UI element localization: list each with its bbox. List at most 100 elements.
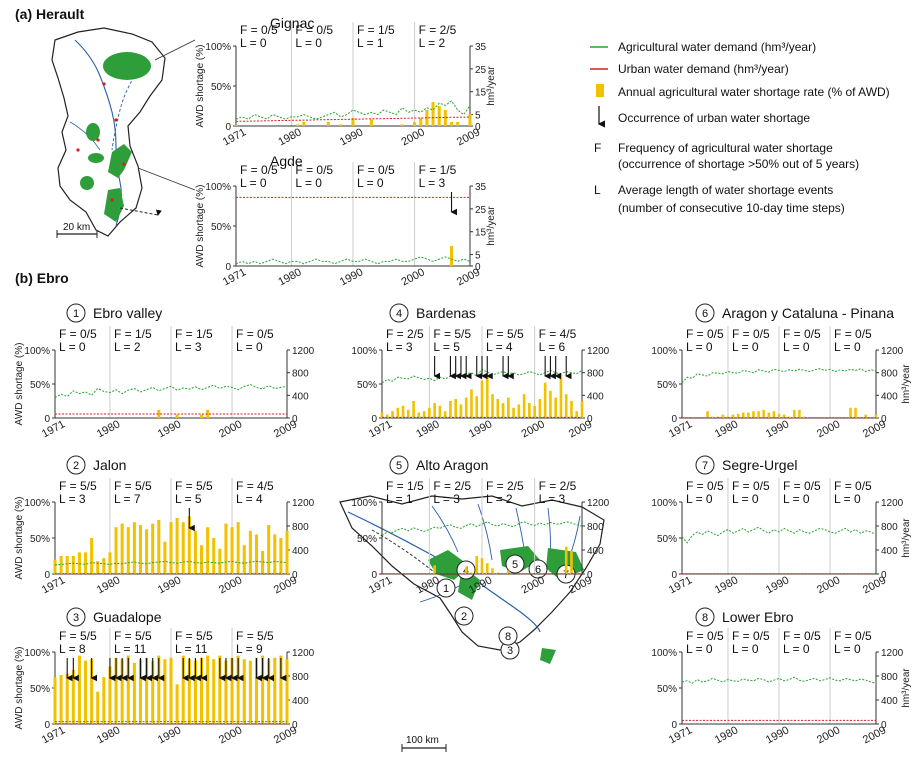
agri-demand-line xyxy=(235,256,471,265)
shortage-bar xyxy=(114,527,118,574)
shortage-bar xyxy=(236,522,240,574)
shortage-bar xyxy=(65,556,69,574)
map-zone-number: 8 xyxy=(505,631,511,643)
x-tick-label: 1990 xyxy=(764,574,791,596)
chart-number-badge xyxy=(389,455,409,475)
period-length: L = 0 xyxy=(686,340,713,354)
shortage-bar xyxy=(564,394,568,418)
shortage-bar xyxy=(417,412,421,418)
period-frequency: F = 4/5 xyxy=(236,479,274,493)
y2-axis-label: hm³/year xyxy=(901,668,912,708)
shortage-bar xyxy=(339,124,343,126)
shortage-bar xyxy=(485,375,489,418)
period-frequency: F = 2/5 xyxy=(539,479,577,493)
shortage-bar xyxy=(570,550,573,574)
period-frequency: F = 0/5 xyxy=(357,163,395,177)
period-frequency: F = 0/5 xyxy=(686,629,724,643)
shortage-bar xyxy=(151,660,155,724)
period-length: L = 1 xyxy=(357,36,384,50)
y2-tick-label: 400 xyxy=(292,546,309,557)
shortage-bar xyxy=(787,416,791,418)
shortage-bar xyxy=(449,246,454,266)
y2-tick-label: 35 xyxy=(475,42,487,53)
shortage-bar xyxy=(538,398,542,418)
period-length: L = 0 xyxy=(783,642,810,656)
shortage-bar xyxy=(431,102,435,126)
shortage-bar xyxy=(380,412,384,418)
shortage-bar xyxy=(206,409,210,418)
shortage-bar xyxy=(254,534,258,574)
shortage-bar xyxy=(285,530,289,574)
shortage-bar xyxy=(59,675,63,724)
y2-tick-label: 800 xyxy=(587,369,604,380)
agri-demand-line xyxy=(381,521,583,537)
y-tick-label: 50% xyxy=(30,684,50,695)
period-frequency: F = 1/5 xyxy=(175,327,213,341)
shortage-bar xyxy=(757,411,760,418)
x-tick-label: 1990 xyxy=(764,418,791,440)
shortage-bar xyxy=(491,394,494,418)
y2-tick-label: 25 xyxy=(475,65,487,76)
chart-number-badge xyxy=(66,455,86,475)
shortage-bar xyxy=(296,124,300,126)
period-length: L = 1 xyxy=(386,492,413,506)
y2-tick-label: 800 xyxy=(881,369,898,380)
shortage-bar xyxy=(559,373,563,418)
shortage-bar xyxy=(90,659,94,724)
period-length: L = 6 xyxy=(539,340,566,354)
x-tick-label: 1980 xyxy=(276,126,303,148)
shortage-bar xyxy=(267,659,271,724)
shortage-bar xyxy=(351,118,355,126)
shortage-bar xyxy=(175,684,179,724)
y-tick-label: 50% xyxy=(211,82,231,93)
shortage-bar xyxy=(849,407,852,418)
y2-tick-label: 0 xyxy=(587,570,593,581)
shortage-bar xyxy=(151,523,155,574)
chart-number: 2 xyxy=(73,460,79,472)
agri-demand-line xyxy=(681,676,877,684)
period-frequency: F = 0/5 xyxy=(783,327,821,341)
shortage-bar xyxy=(485,563,489,574)
period-length: L = 2 xyxy=(114,340,141,354)
chart-title: Gignac xyxy=(270,15,314,31)
y2-tick-label: 1200 xyxy=(587,498,610,509)
shortage-bar xyxy=(302,122,306,126)
x-tick-label: 2000 xyxy=(400,126,427,148)
period-frequency: F = 0/5 xyxy=(295,163,333,177)
shortage-bar xyxy=(132,662,136,724)
shortage-bar xyxy=(218,655,222,724)
chart-number: 1 xyxy=(73,308,79,320)
section-b-label: (b) Ebro xyxy=(15,270,69,286)
shortage-bar xyxy=(230,527,234,574)
shortage-bar xyxy=(491,568,494,574)
period-frequency: F = 0/5 xyxy=(686,327,724,341)
x-tick-label: 1980 xyxy=(414,418,441,440)
herault-scale-label: 20 km xyxy=(63,222,90,233)
chart-title: Segre-Urgel xyxy=(722,457,797,473)
shortage-bar xyxy=(145,657,149,724)
period-frequency: F = 5/5 xyxy=(59,629,97,643)
ebro-map: 4 1 2 3 5 6 7 8 100 km xyxy=(339,495,605,752)
period-length: L = 0 xyxy=(732,340,759,354)
period-length: L = 0 xyxy=(783,492,810,506)
map-zone-number: 2 xyxy=(461,611,467,623)
shortage-bar xyxy=(721,414,725,418)
y2-axis-label: hm³/year xyxy=(901,364,912,404)
y-axis-label: AWD shortage (%) xyxy=(14,497,25,580)
shortage-bar xyxy=(230,657,234,724)
shortage-bar xyxy=(433,403,436,418)
chart-title: Alto Aragon xyxy=(416,457,488,473)
chart-number: 5 xyxy=(396,460,402,472)
y-tick-label: 0 xyxy=(671,570,677,581)
y2-tick-label: 0 xyxy=(881,720,887,731)
period-frequency: F = 0/5 xyxy=(783,629,821,643)
section-a-label: (a) Herault xyxy=(15,6,85,22)
period-frequency: F = 0/5 xyxy=(295,23,333,37)
y-tick-label: 0 xyxy=(225,262,231,273)
shortage-bar xyxy=(138,525,142,574)
shortage-bar xyxy=(428,407,431,418)
period-length: L = 0 xyxy=(357,176,384,190)
shortage-bar xyxy=(200,657,204,724)
